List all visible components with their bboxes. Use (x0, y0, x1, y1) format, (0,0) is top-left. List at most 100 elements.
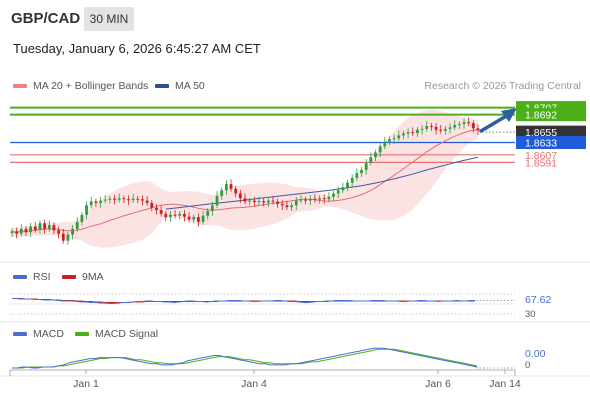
last-tag-bg-2 (516, 125, 586, 139)
legend-macd: MACD (13, 328, 64, 340)
candle (322, 194, 326, 204)
candle (364, 159, 368, 175)
candle-body (71, 228, 74, 235)
candle (448, 123, 452, 134)
trend-arrow (479, 108, 517, 133)
candle (183, 210, 186, 222)
candle (308, 194, 312, 206)
timeframe-button[interactable]: 30 MIN (84, 7, 134, 31)
candle (71, 225, 74, 240)
candle-body (262, 201, 266, 203)
candle-body (341, 187, 345, 191)
candle (411, 127, 415, 136)
candle (201, 211, 205, 225)
legend-swatch-macd-signal (75, 332, 89, 337)
candle (457, 121, 461, 129)
candle (10, 228, 14, 237)
candle (299, 194, 303, 204)
trend-arrow-head (501, 108, 517, 122)
candle-body (178, 213, 182, 216)
legend-swatch-9ma (62, 275, 76, 280)
candle-body (94, 201, 98, 203)
rsi-line (12, 298, 475, 304)
candle-body (308, 198, 312, 201)
candle (38, 220, 42, 234)
candle-body (150, 202, 154, 208)
candle-body (420, 128, 424, 130)
candle (206, 208, 210, 220)
candle (285, 200, 289, 211)
candle-body (266, 200, 270, 203)
candle (215, 191, 219, 209)
candle (476, 124, 480, 135)
candle-body (234, 188, 238, 194)
candle-body (364, 162, 368, 170)
rsi-tick-30: 30 (525, 309, 536, 320)
candle (238, 189, 242, 203)
legend-label-9ma: 9MA (82, 271, 104, 283)
candle (313, 194, 317, 203)
candle (169, 211, 172, 222)
candle-body (80, 214, 84, 222)
candle-body (332, 193, 335, 197)
candle-body (29, 226, 33, 233)
candle (397, 130, 401, 142)
candle-body (313, 198, 317, 200)
candle (252, 196, 256, 207)
candle-body (229, 184, 233, 189)
candle-body (145, 200, 149, 203)
candle (192, 214, 196, 224)
candle (374, 149, 377, 161)
candle (224, 180, 228, 195)
candle (19, 224, 23, 237)
candle-body (304, 199, 307, 201)
candle (360, 167, 363, 177)
candle-body (164, 213, 168, 218)
candle-body (392, 138, 396, 140)
candle-body (243, 198, 247, 202)
candle-body (457, 124, 461, 126)
candle-body (61, 233, 65, 241)
candle (462, 118, 466, 129)
candle-body (355, 173, 359, 178)
legend-label-ma20: MA 20 + Bollinger Bands (33, 80, 149, 92)
candle (108, 195, 112, 204)
candle-body (346, 182, 349, 188)
candle-body (117, 198, 121, 200)
candle-body (327, 196, 331, 200)
rsi-value-label: 67.62 (525, 294, 551, 306)
legend-swatch-rsi (13, 275, 27, 280)
candle-body (224, 184, 228, 191)
candle-body (402, 133, 405, 136)
candle-body (47, 225, 51, 229)
candle-body (471, 123, 475, 129)
candle (341, 182, 345, 194)
candle-body (43, 223, 47, 229)
pivot-tag-label-3: 1.8633 (525, 138, 557, 150)
candle-body (85, 205, 88, 215)
candle-body (397, 135, 401, 139)
candle (434, 123, 438, 135)
bollinger-bands (12, 109, 478, 248)
candle-body (476, 128, 480, 131)
candle-body (257, 201, 261, 203)
legend-ma50: MA 50 (155, 80, 205, 92)
candle (453, 120, 457, 131)
candle (43, 219, 47, 234)
candle (94, 198, 98, 207)
candle-body (294, 200, 298, 206)
candle (336, 186, 340, 199)
legend-swatch-macd (13, 332, 27, 337)
candle (47, 220, 51, 232)
candle-body (127, 199, 130, 201)
candle (471, 120, 475, 133)
candle-body (374, 152, 377, 158)
bollinger-band-area (12, 109, 478, 248)
candle (383, 136, 387, 150)
candle (327, 192, 331, 203)
candle (369, 152, 373, 166)
candle-body (131, 198, 135, 201)
candle (257, 196, 261, 205)
candle-body (75, 221, 79, 229)
